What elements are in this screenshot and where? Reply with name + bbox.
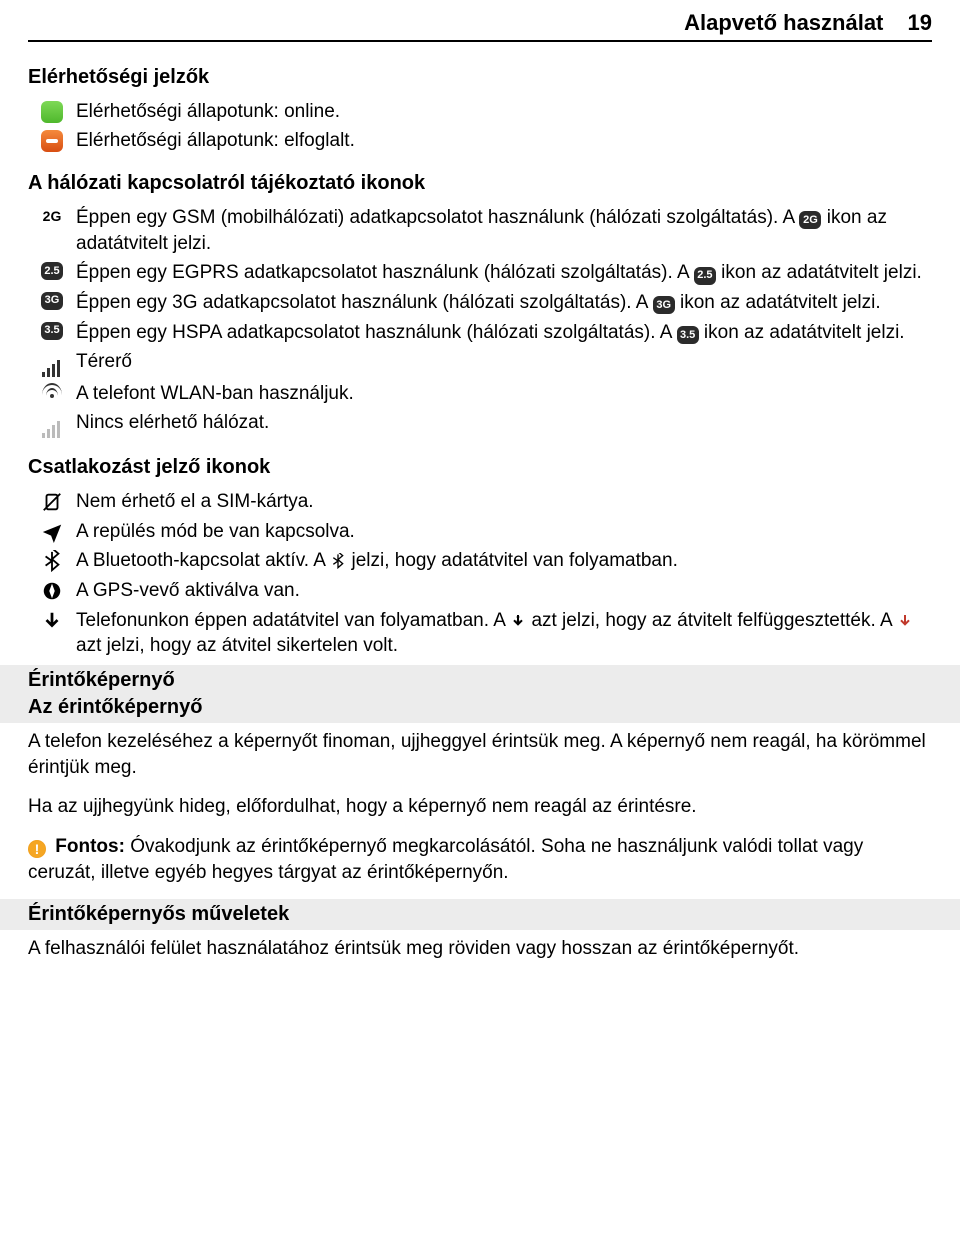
signal-icon bbox=[42, 351, 62, 377]
download-icon bbox=[41, 610, 63, 632]
bar2-text: Az érintőképernyő bbox=[0, 694, 960, 721]
section-network-title: A hálózati kapcsolatról tájékoztató ikon… bbox=[28, 170, 932, 197]
flight-text: A repülés mód be van kapcsolva. bbox=[76, 519, 932, 545]
warning-icon: ! bbox=[28, 840, 46, 858]
g3-text-b: ikon az adatátvitelt jelzi. bbox=[680, 292, 881, 313]
touchscreen-important: ! Fontos: Óvakodjunk az érintőképernyő m… bbox=[28, 834, 932, 885]
hspa-text-b: ikon az adatátvitelt jelzi. bbox=[704, 322, 905, 343]
transfer-paused-icon bbox=[510, 613, 526, 629]
egprs-text-b: ikon az adatátvitelt jelzi. bbox=[721, 262, 922, 283]
important-label: Fontos: bbox=[55, 836, 125, 857]
row-bluetooth: A Bluetooth-kapcsolat aktív. A jelzi, ho… bbox=[28, 548, 932, 574]
hspa-text-a: Éppen egy HSPA adatkapcsolatot használun… bbox=[76, 322, 677, 343]
bluetooth-active-icon bbox=[330, 553, 346, 569]
badge-3g-icon: 3G bbox=[653, 296, 675, 314]
row-35: 3.5 Éppen egy HSPA adatkapcsolatot haszn… bbox=[28, 320, 932, 346]
row-busy: Elérhetőségi állapotunk: elfoglalt. bbox=[28, 128, 932, 154]
row-2g: 2G Éppen egy GSM (mobilhálózati) adatkap… bbox=[28, 205, 932, 256]
row-25: 2.5 Éppen egy EGPRS adatkapcsolatot hasz… bbox=[28, 260, 932, 286]
wifi-icon bbox=[42, 383, 62, 399]
busy-status-icon bbox=[41, 130, 63, 152]
transfer-failed-icon bbox=[897, 613, 913, 629]
row-flight: A repülés mód be van kapcsolva. bbox=[28, 519, 932, 545]
touchscreen-p1: A telefon kezeléséhez a képernyőt finoma… bbox=[28, 729, 932, 780]
airplane-icon bbox=[41, 521, 63, 543]
gsm-text-a: Éppen egy GSM (mobilhálózati) adatkapcso… bbox=[76, 207, 799, 228]
bt-text-b: jelzi, hogy adatátvitel van folyamatban. bbox=[351, 550, 677, 571]
wlan-text: A telefont WLAN-ban használjuk. bbox=[76, 381, 932, 407]
row-wlan: A telefont WLAN-ban használjuk. bbox=[28, 381, 932, 407]
row-nonet: Nincs elérhető hálózat. bbox=[28, 410, 932, 438]
text-25: Éppen egy EGPRS adatkapcsolatot használu… bbox=[76, 260, 932, 286]
xfer-b: azt jelzi, hogy az átvitelt felfüggeszte… bbox=[531, 610, 896, 631]
bt-text: A Bluetooth-kapcsolat aktív. A jelzi, ho… bbox=[76, 548, 932, 574]
row-online: Elérhetőségi állapotunk: online. bbox=[28, 99, 932, 125]
busy-text: Elérhetőségi állapotunk: elfoglalt. bbox=[76, 128, 932, 154]
icon-2g-text: 2G bbox=[43, 207, 62, 226]
section-availability-title: Elérhetőségi jelzők bbox=[28, 64, 932, 91]
text-3g: Éppen egy 3G adatkapcsolatot használunk … bbox=[76, 290, 932, 316]
badge-25-icon: 2.5 bbox=[694, 267, 716, 285]
gps-icon bbox=[41, 580, 63, 602]
gray-bar-touch-ops: Érintőképernyős műveletek bbox=[0, 899, 960, 930]
icon-3g-badge: 3G bbox=[41, 292, 63, 310]
header-title: Alapvető használat bbox=[684, 10, 883, 35]
xfer-c: azt jelzi, hogy az átvitel sikertelen vo… bbox=[76, 635, 398, 656]
row-transfer: Telefonunkon éppen adatátvitel van folya… bbox=[28, 608, 932, 659]
online-text: Elérhetőségi állapotunk: online. bbox=[76, 99, 932, 125]
bar1-text: Érintőképernyő bbox=[0, 667, 960, 694]
g3-text-a: Éppen egy 3G adatkapcsolatot használunk … bbox=[76, 292, 653, 313]
signal-text: Térerő bbox=[76, 349, 932, 375]
online-status-icon bbox=[41, 101, 63, 123]
no-sim-icon bbox=[41, 491, 63, 513]
sim-text: Nem érhető el a SIM-kártya. bbox=[76, 489, 932, 515]
bar3-text: Érintőképernyős műveletek bbox=[0, 901, 960, 928]
row-sim: Nem érhető el a SIM-kártya. bbox=[28, 489, 932, 515]
xfer-a: Telefonunkon éppen adatátvitel van folya… bbox=[76, 610, 510, 631]
egprs-text-a: Éppen egy EGPRS adatkapcsolatot használu… bbox=[76, 262, 694, 283]
transfer-text: Telefonunkon éppen adatátvitel van folya… bbox=[76, 608, 932, 659]
icon-35-badge: 3.5 bbox=[41, 322, 63, 340]
text-35: Éppen egy HSPA adatkapcsolatot használun… bbox=[76, 320, 932, 346]
gray-bar-touchscreen: Érintőképernyő Az érintőképernyő bbox=[0, 665, 960, 723]
touch-ops-p: A felhasználói felület használatához éri… bbox=[28, 936, 932, 962]
touchscreen-p2: Ha az ujjhegyünk hideg, előfordulhat, ho… bbox=[28, 794, 932, 820]
row-signal: Térerő bbox=[28, 349, 932, 377]
section-connection-title: Csatlakozást jelző ikonok bbox=[28, 454, 932, 481]
page-header: Alapvető használat 19 bbox=[28, 8, 932, 42]
badge-35-icon: 3.5 bbox=[677, 326, 699, 344]
row-3g: 3G Éppen egy 3G adatkapcsolatot használu… bbox=[28, 290, 932, 316]
nonet-text: Nincs elérhető hálózat. bbox=[76, 410, 932, 436]
row-gps: A GPS-vevő aktiválva van. bbox=[28, 578, 932, 604]
icon-25-badge: 2.5 bbox=[41, 262, 63, 280]
gps-text: A GPS-vevő aktiválva van. bbox=[76, 578, 932, 604]
badge-2g-icon: 2G bbox=[799, 211, 821, 229]
important-text: Óvakodjunk az érintőképernyő megkarcolás… bbox=[28, 836, 863, 883]
bt-text-a: A Bluetooth-kapcsolat aktív. A bbox=[76, 550, 330, 571]
page-number: 19 bbox=[908, 10, 932, 35]
bluetooth-icon bbox=[41, 550, 63, 572]
no-network-icon bbox=[42, 412, 62, 438]
text-2g: Éppen egy GSM (mobilhálózati) adatkapcso… bbox=[76, 205, 932, 256]
